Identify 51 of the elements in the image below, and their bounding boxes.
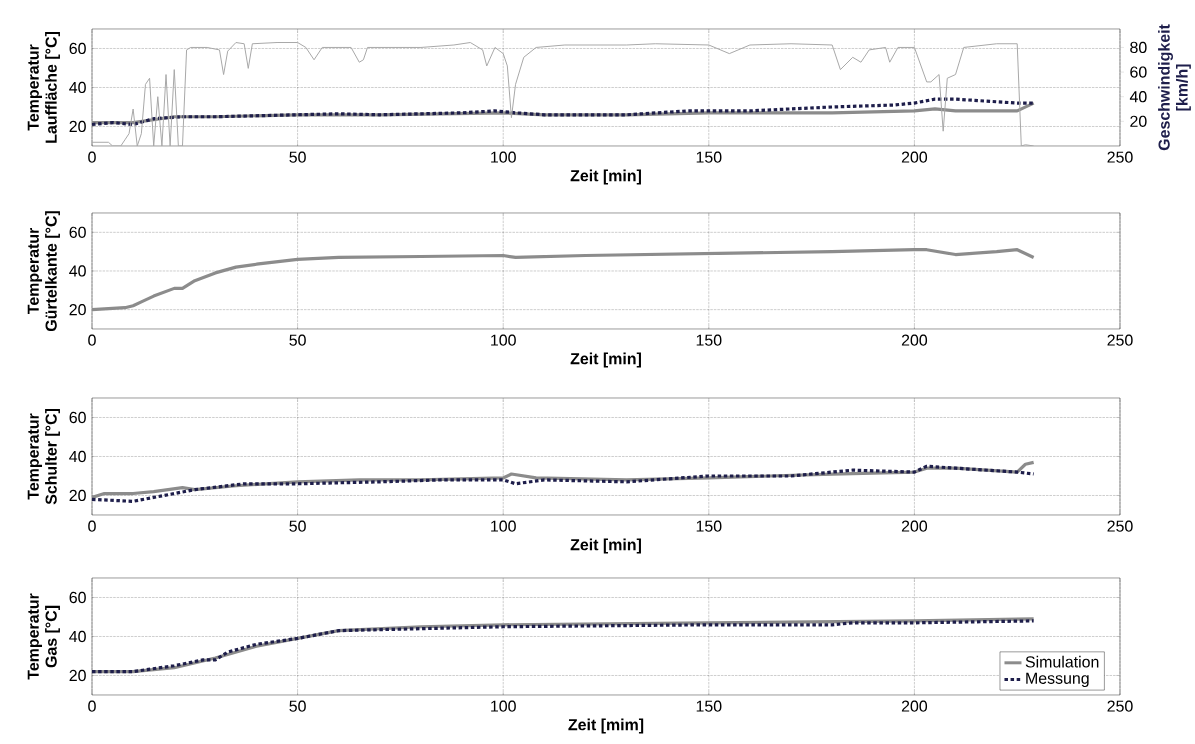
- y2-tick-label: 80: [1130, 41, 1147, 54]
- y-tick-label: 40: [69, 630, 86, 643]
- x-tick-label: 100: [491, 151, 516, 163]
- y2-axis-title: Geschwindigkeit [km/h]: [1158, 24, 1191, 151]
- y-tick-label: 60: [69, 411, 86, 424]
- x-axis-title: Zeit [min]: [570, 169, 641, 185]
- x-tick-label: 50: [289, 700, 306, 712]
- x-tick-label: 250: [1107, 520, 1133, 532]
- y-tick-label: 20: [69, 489, 86, 502]
- x-tick-label: 200: [901, 151, 928, 163]
- x-tick-label: 0: [88, 151, 96, 163]
- x-axis-title: Zeit [mim]: [568, 718, 644, 734]
- x-tick-label: 100: [491, 334, 516, 346]
- y-tick-label: 40: [69, 265, 86, 277]
- x-tick-label: 250: [1107, 700, 1133, 712]
- x-tick-label: 150: [696, 334, 722, 346]
- y-axis-title: Temperatur Gürtelkante [°C]: [27, 211, 60, 332]
- y2-tick-label: 40: [1129, 91, 1147, 103]
- y-tick-label: 40: [69, 81, 86, 94]
- x-tick-label: 250: [1107, 334, 1133, 346]
- x-tick-label: 200: [901, 334, 928, 346]
- x-tick-label: 50: [289, 151, 306, 163]
- x-tick-label: 150: [696, 151, 722, 163]
- legend-label: Messung: [1026, 672, 1089, 688]
- y-tick-label: 60: [69, 226, 86, 238]
- x-tick-label: 100: [491, 700, 516, 712]
- y-tick-label: 60: [69, 42, 86, 55]
- x-tick-label: 150: [696, 520, 722, 532]
- y-axis-title: Temperatur Gas [°C]: [27, 593, 60, 680]
- y2-tick-label: 20: [1130, 115, 1147, 127]
- y-axis-title: Temperatur Schulter [°C]: [27, 409, 60, 505]
- x-tick-label: 0: [88, 700, 96, 712]
- x-tick-label: 250: [1107, 151, 1133, 163]
- y-axis-title: Temperatur Lauffläche [°C]: [27, 32, 60, 143]
- x-tick-label: 150: [696, 700, 722, 712]
- y2-tick-label: 60: [1130, 66, 1147, 78]
- y-tick-label: 20: [69, 304, 86, 316]
- x-tick-label: 100: [491, 520, 516, 532]
- y-tick-label: 40: [69, 450, 86, 463]
- y-tick-label: 20: [69, 120, 86, 133]
- x-axis-title: Zeit [min]: [570, 538, 641, 554]
- x-tick-label: 0: [88, 334, 96, 346]
- legend-label: Simulation: [1025, 655, 1099, 668]
- x-tick-label: 200: [901, 700, 928, 712]
- x-axis-title: Zeit [min]: [570, 352, 641, 368]
- x-tick-label: 50: [289, 334, 306, 346]
- x-tick-label: 50: [289, 520, 306, 532]
- y-tick-label: 20: [69, 669, 86, 682]
- y-tick-label: 60: [69, 591, 86, 604]
- x-tick-label: 0: [88, 520, 96, 532]
- x-tick-label: 200: [901, 520, 928, 532]
